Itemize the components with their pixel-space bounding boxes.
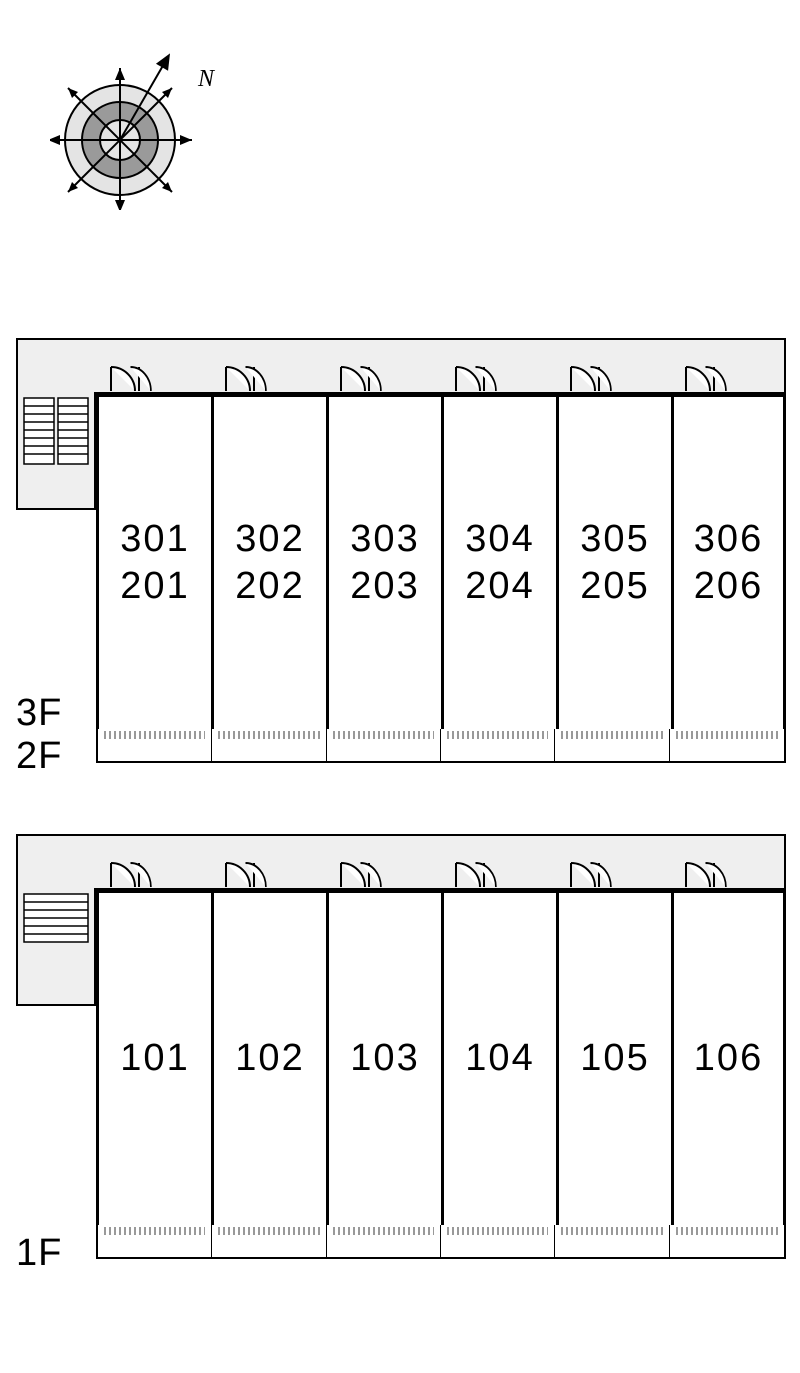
unit: 303203 xyxy=(326,394,441,732)
balcony xyxy=(212,1225,326,1257)
unit: 304204 xyxy=(441,394,556,732)
unit-number: 101 xyxy=(120,1035,189,1083)
balcony xyxy=(212,729,326,761)
door-icon xyxy=(684,855,734,889)
compass-north-label: N xyxy=(197,66,216,92)
balcony-row xyxy=(96,729,786,763)
door-icon xyxy=(339,855,389,889)
unit-number: 302 xyxy=(235,516,304,564)
unit-number: 303 xyxy=(350,516,419,564)
door-icon xyxy=(109,359,159,393)
door-icon xyxy=(684,359,734,393)
stairs-icon xyxy=(18,888,94,1002)
door-icon xyxy=(569,855,619,889)
door-icon xyxy=(454,855,504,889)
balcony xyxy=(555,1225,669,1257)
unit-number: 304 xyxy=(465,516,534,564)
unit-number: 305 xyxy=(580,516,649,564)
unit: 305205 xyxy=(556,394,671,732)
door-icon xyxy=(224,855,274,889)
door-icon xyxy=(684,359,734,393)
door-icon xyxy=(339,359,389,393)
door-icon xyxy=(109,855,159,889)
door-icon xyxy=(109,359,159,393)
unit-number: 103 xyxy=(350,1035,419,1083)
balcony xyxy=(327,729,441,761)
unit-number: 201 xyxy=(120,563,189,611)
compass: N xyxy=(50,50,230,215)
balcony xyxy=(555,729,669,761)
stairs-icon xyxy=(18,392,94,506)
unit-number: 202 xyxy=(235,563,304,611)
balcony-row xyxy=(96,1225,786,1259)
unit-number: 105 xyxy=(580,1035,649,1083)
unit: 302202 xyxy=(211,394,326,732)
balcony xyxy=(670,1225,784,1257)
unit-number: 104 xyxy=(465,1035,534,1083)
door-icon xyxy=(684,855,734,889)
floor-label: 2F xyxy=(16,735,62,778)
unit: 106 xyxy=(671,890,786,1228)
balcony xyxy=(670,729,784,761)
door-icon xyxy=(454,855,504,889)
units-row: 301201 302202 303203 304204 305205 xyxy=(96,394,786,732)
balcony xyxy=(441,729,555,761)
unit-number: 205 xyxy=(580,563,649,611)
door-icon xyxy=(109,855,159,889)
unit: 102 xyxy=(211,890,326,1228)
unit-number: 106 xyxy=(694,1035,763,1083)
balcony xyxy=(98,1225,212,1257)
unit-number: 204 xyxy=(465,563,534,611)
balcony xyxy=(441,1225,555,1257)
balcony xyxy=(98,729,212,761)
door-icon xyxy=(339,359,389,393)
unit: 104 xyxy=(441,890,556,1228)
door-icon xyxy=(454,359,504,393)
door-icon xyxy=(569,359,619,393)
door-icon xyxy=(224,359,274,393)
unit: 306206 xyxy=(671,394,786,732)
door-icon xyxy=(224,855,274,889)
units-row: 101 102 103 104 105 xyxy=(96,890,786,1228)
unit: 105 xyxy=(556,890,671,1228)
door-icon xyxy=(569,359,619,393)
floor-label-group: 1F xyxy=(16,1232,62,1275)
unit: 101 xyxy=(96,890,211,1228)
floor-label-group: 3F 2F xyxy=(16,692,62,778)
compass-icon: N xyxy=(50,50,230,210)
stairs xyxy=(16,888,96,1006)
unit: 301201 xyxy=(96,394,211,732)
balcony xyxy=(327,1225,441,1257)
stairs xyxy=(16,392,96,510)
door-icon xyxy=(569,855,619,889)
unit: 103 xyxy=(326,890,441,1228)
floor-label: 1F xyxy=(16,1232,62,1275)
unit-number: 102 xyxy=(235,1035,304,1083)
unit-number: 301 xyxy=(120,516,189,564)
door-icon xyxy=(339,855,389,889)
door-icon xyxy=(454,359,504,393)
unit-number: 206 xyxy=(694,563,763,611)
unit-number: 203 xyxy=(350,563,419,611)
floor-label: 3F xyxy=(16,692,62,735)
door-icon xyxy=(224,359,274,393)
unit-number: 306 xyxy=(694,516,763,564)
